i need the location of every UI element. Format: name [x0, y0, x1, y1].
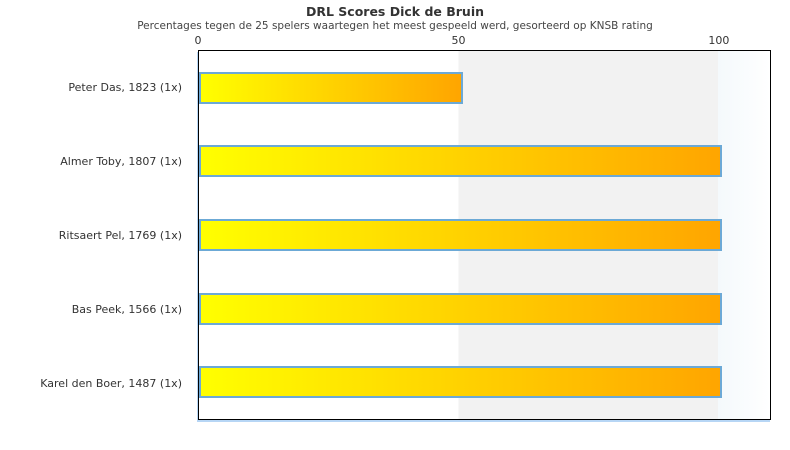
bar-row	[199, 51, 770, 125]
bar-row	[199, 272, 770, 346]
bar-peter-das	[199, 71, 463, 104]
category-label-ritsaert-pel: Ritsaert Pel, 1769 (1x)	[58, 228, 182, 242]
bar-bas-peek	[199, 292, 723, 325]
bar-row	[199, 198, 770, 272]
x-axis: 0 50 100	[194, 34, 771, 48]
bar-ritsaert-pel	[199, 218, 723, 251]
category-label-bas-peek: Bas Peek, 1566 (1x)	[71, 302, 182, 316]
bar-karel-den-boer	[199, 366, 723, 399]
bar-row	[199, 125, 770, 199]
x-axis-tick-0: 0	[194, 34, 202, 47]
bar-row	[199, 345, 770, 419]
category-label-almer-toby: Almer Toby, 1807 (1x)	[60, 154, 182, 168]
bar-almer-toby	[199, 145, 723, 178]
y-axis-labels: Peter Das, 1823 (1x) Almer Toby, 1807 (1…	[0, 50, 190, 420]
category-label-karel-den-boer: Karel den Boer, 1487 (1x)	[40, 376, 182, 390]
chart-title: DRL Scores Dick de Bruin	[305, 4, 485, 19]
plot-area	[198, 50, 771, 420]
x-axis-tick-50: 50	[451, 34, 466, 47]
chart-subtitle: Percentages tegen de 25 spelers waartege…	[137, 20, 653, 32]
x-axis-tick-100: 100	[708, 34, 730, 47]
category-label-peter-das: Peter Das, 1823 (1x)	[68, 80, 182, 94]
